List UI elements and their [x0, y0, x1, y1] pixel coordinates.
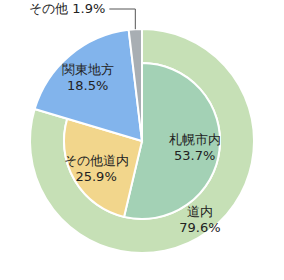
- value-label: 53.7%: [174, 148, 215, 163]
- chart-container: 札幌市内53.7% その他道内25.9% 関東地方18.5% その他 1.9% 道内79.…: [0, 0, 284, 280]
- value-label: 18.5%: [67, 78, 108, 93]
- category-text: その他: [29, 1, 68, 16]
- value-text: 1.9%: [72, 1, 105, 16]
- value-label: 25.9%: [75, 169, 116, 184]
- slices: [30, 29, 254, 253]
- labels: 札幌市内53.7% その他道内25.9% 関東地方18.5% その他 1.9% 道内79.…: [29, 1, 220, 235]
- pie-chart: 札幌市内53.7% その他道内25.9% 関東地方18.5% その他 1.9% 道内79.…: [0, 0, 284, 280]
- outer-category-label: 道内: [187, 204, 213, 219]
- category-label: 関東地方: [62, 62, 114, 77]
- outer-slice: [30, 29, 254, 253]
- outer-value-label: 79.6%: [179, 220, 220, 235]
- category-label: 札幌市内: [169, 132, 221, 147]
- slice: [129, 29, 142, 141]
- slice-label: その他 1.9%: [29, 1, 105, 16]
- slice: [35, 30, 142, 141]
- category-label: その他道内: [64, 153, 129, 168]
- leader-line: [109, 9, 135, 29]
